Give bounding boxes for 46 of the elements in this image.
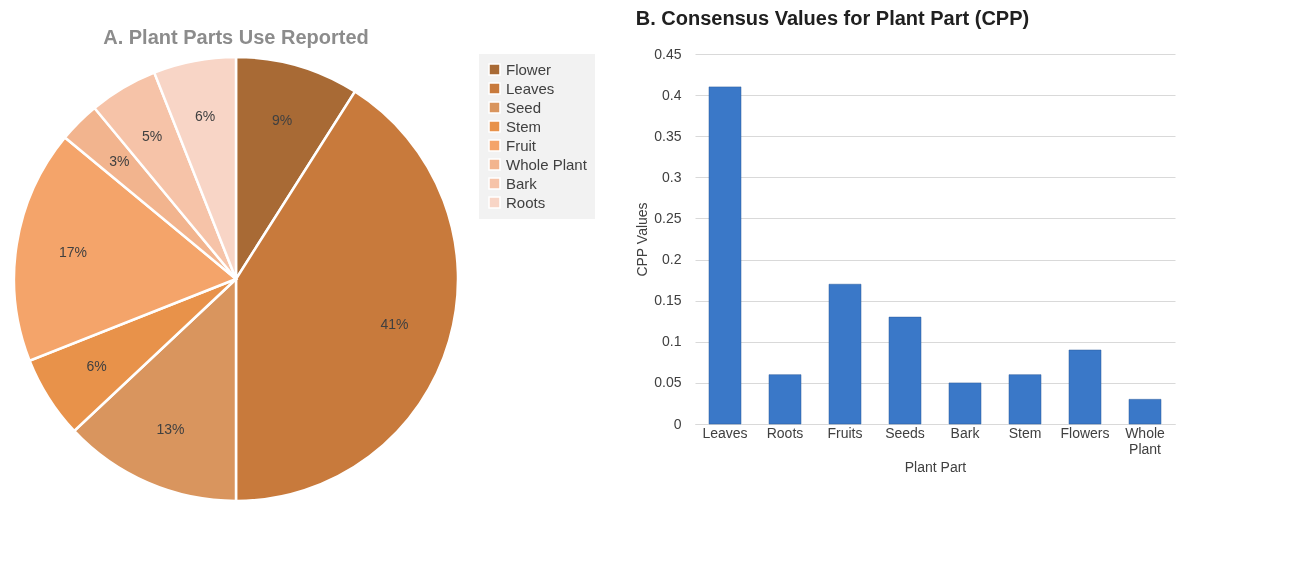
x-tick-label: Leaves (702, 424, 748, 441)
data-label: 3% (109, 153, 130, 170)
y-axis-title: CPP Values (634, 202, 651, 277)
data-label: 5% (141, 127, 163, 144)
x-tick-label: Fruits (827, 424, 863, 441)
legend-label: Stem (506, 117, 542, 135)
y-tick-label: 0.45 (654, 45, 682, 62)
legend-label: Bark (506, 174, 538, 192)
data-label: 13% (156, 421, 185, 438)
bar (948, 382, 982, 425)
bar (1068, 349, 1102, 425)
legend-label: Flower (506, 60, 552, 78)
bar (1128, 399, 1162, 425)
x-tick-label: Stem (1008, 424, 1042, 441)
y-tick-label: 0.25 (654, 209, 682, 226)
bar (768, 374, 802, 425)
chart-title: A. Plant Parts Use Reported (103, 26, 369, 48)
legend-label: Seed (506, 98, 542, 116)
y-tick-label: 0 (673, 415, 682, 432)
y-tick-label: 0.2 (662, 251, 682, 268)
bar (1008, 374, 1042, 425)
y-tick-label: 0.4 (662, 86, 682, 103)
data-label: 9% (271, 111, 293, 128)
legend-label: Roots (506, 193, 546, 211)
x-tick-label: Roots (766, 424, 804, 441)
bar (828, 283, 862, 425)
legend-label: Leaves (506, 79, 555, 97)
data-label: 6% (194, 107, 216, 124)
data-label: 41% (380, 316, 409, 333)
bar (708, 86, 742, 425)
data-label: 6% (86, 358, 107, 375)
x-tick-label: Bark (950, 424, 981, 441)
x-tick-label: Flowers (1060, 424, 1110, 441)
chart-title: B. Consensus Values for Plant Part (CPP) (635, 7, 1030, 29)
y-tick-label: 0.1 (662, 333, 682, 350)
x-axis-title: Plant Part (904, 458, 967, 475)
data-label: 17% (59, 244, 88, 261)
legend-label: Fruit (506, 136, 537, 154)
y-tick-label: 0.05 (654, 374, 682, 391)
x-tick-label: Seeds (885, 424, 925, 441)
y-tick-label: 0.15 (654, 292, 682, 309)
y-tick-label: 0.3 (662, 168, 682, 185)
bar (888, 316, 922, 425)
y-tick-label: 0.35 (654, 127, 682, 144)
legend-label: Whole Plant (506, 155, 588, 173)
x-tick-label: Whole Plant (1125, 424, 1166, 457)
